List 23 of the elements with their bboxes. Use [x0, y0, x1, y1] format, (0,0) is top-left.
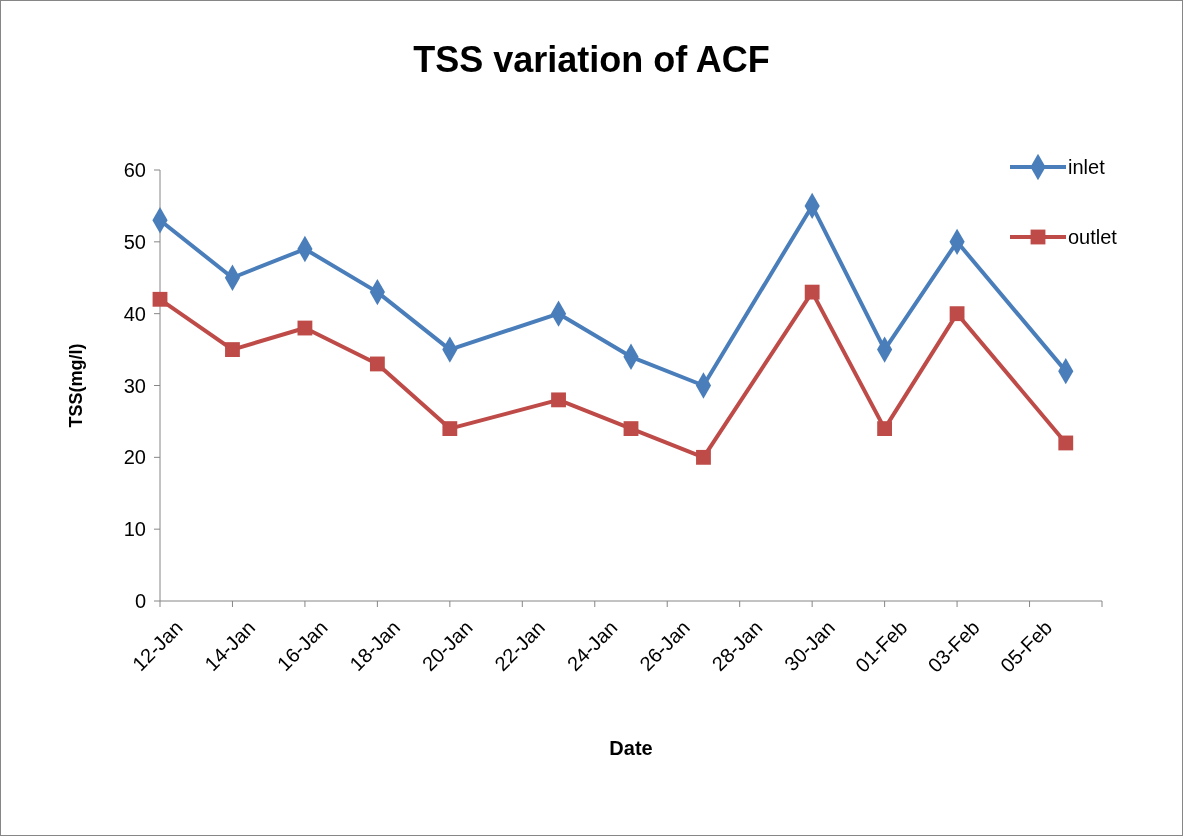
point [623, 421, 639, 437]
y-tick-label: 10 [123, 518, 146, 541]
point [696, 449, 711, 465]
point [804, 284, 820, 300]
legend-label: inlet [1068, 156, 1106, 178]
y-tick-label: 60 [123, 159, 146, 181]
y-tick-label: 0 [134, 590, 146, 612]
x-axis-title: Date [609, 737, 653, 759]
point [442, 421, 458, 437]
y-axis-title: TSS(mg/l) [66, 343, 86, 428]
y-tick-label: 30 [123, 374, 146, 397]
y-tick-label: 40 [123, 302, 146, 325]
point [152, 291, 168, 307]
point [1058, 435, 1074, 451]
point [877, 421, 893, 437]
y-tick-label: 50 [123, 230, 146, 253]
point [225, 342, 240, 357]
y-tick-label: 20 [123, 446, 146, 469]
point [551, 392, 566, 408]
point [949, 306, 965, 322]
point [369, 356, 385, 372]
legend-label: outlet [1068, 226, 1118, 248]
chart-title: TSS variation of ACF [413, 39, 770, 80]
